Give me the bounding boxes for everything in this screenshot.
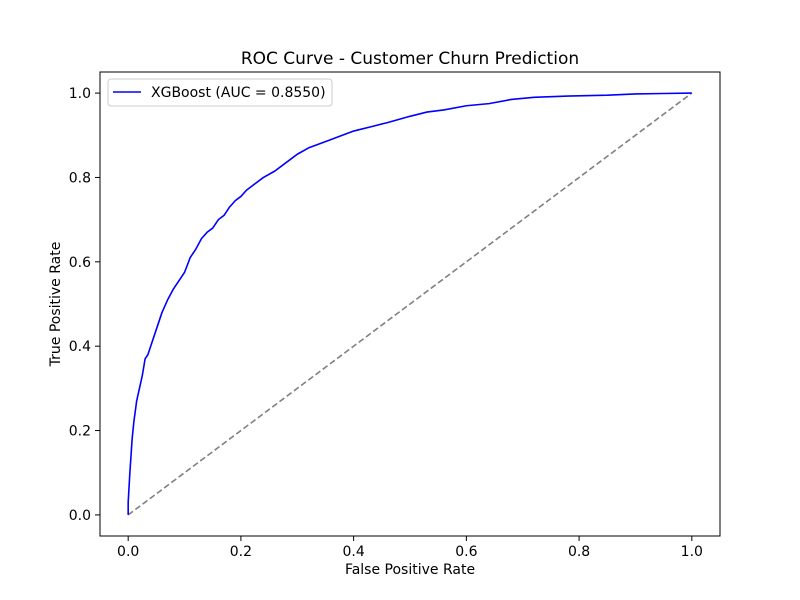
- x-tick-label: 1.0: [681, 544, 703, 560]
- y-tick-label: 0.8: [69, 170, 91, 186]
- x-tick-label: 0.2: [230, 544, 252, 560]
- x-axis-ticks: 0.0 0.2 0.4 0.6 0.8 1.0: [117, 536, 703, 560]
- legend-box: [107, 78, 333, 107]
- x-tick-label: 0.0: [117, 544, 139, 560]
- y-tick-label: 1.0: [69, 86, 91, 102]
- legend: XGBoost (AUC = 0.8550): [107, 78, 333, 107]
- x-tick-label: 0.8: [568, 544, 590, 560]
- x-tick-label: 0.4: [343, 544, 365, 560]
- y-axis-ticks: 0.0 0.2 0.4 0.6 0.8 1.0: [69, 86, 100, 524]
- plot-frame: [99, 71, 721, 537]
- x-axis-label: False Positive Rate: [345, 562, 475, 578]
- y-axis-label: True Positive Rate: [48, 242, 64, 368]
- roc-curve-line: [127, 92, 692, 515]
- y-tick-label: 0.6: [69, 255, 91, 271]
- baseline-diagonal-line: [127, 92, 693, 516]
- x-tick-label: 0.6: [455, 544, 477, 560]
- y-tick-label: 0.2: [69, 424, 91, 440]
- series-layer: [127, 92, 693, 516]
- y-tick-label: 0.4: [69, 339, 91, 355]
- y-tick-label: 0.0: [69, 508, 91, 524]
- chart-title: ROC Curve - Customer Churn Prediction: [241, 49, 579, 69]
- legend-label-xgboost: XGBoost (AUC = 0.8550): [151, 85, 326, 101]
